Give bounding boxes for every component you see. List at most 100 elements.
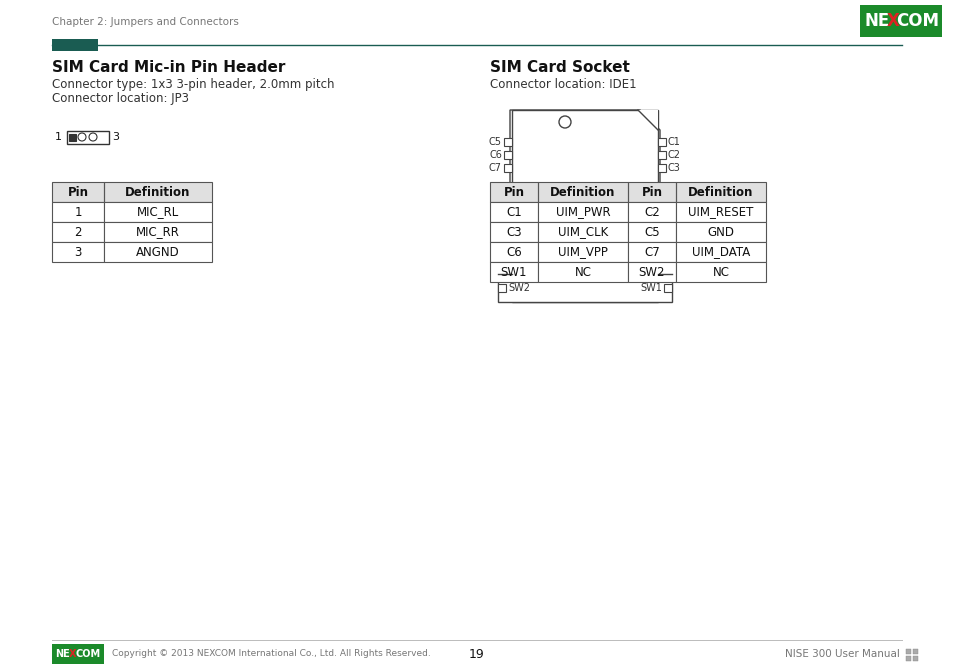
Bar <box>627 242 676 262</box>
Bar <box>627 222 676 242</box>
Bar <box>52 644 104 664</box>
Bar <box>627 262 676 282</box>
Text: C1: C1 <box>506 206 521 218</box>
Text: C2: C2 <box>667 150 680 160</box>
Text: COM: COM <box>76 649 101 659</box>
Text: NE: NE <box>864 12 889 30</box>
Text: GND: GND <box>707 226 734 239</box>
Text: UIM_CLK: UIM_CLK <box>558 226 607 239</box>
Text: Connector location: JP3: Connector location: JP3 <box>52 92 189 105</box>
Bar <box>497 274 671 302</box>
Text: Chapter 2: Jumpers and Connectors: Chapter 2: Jumpers and Connectors <box>52 17 238 27</box>
Bar <box>490 262 537 282</box>
Text: Connector location: IDE1: Connector location: IDE1 <box>490 78 636 91</box>
Bar <box>663 284 671 292</box>
Text: 1: 1 <box>55 132 62 142</box>
Bar <box>52 182 104 202</box>
Text: 19: 19 <box>469 648 484 661</box>
Bar <box>52 242 104 262</box>
Bar <box>537 242 627 262</box>
Text: C3: C3 <box>506 226 521 239</box>
Text: Pin: Pin <box>640 185 661 198</box>
Text: X: X <box>69 649 76 659</box>
Bar <box>104 182 212 202</box>
Bar <box>912 656 917 661</box>
Bar <box>52 202 104 222</box>
Text: Definition: Definition <box>688 185 753 198</box>
Text: 3: 3 <box>74 245 82 259</box>
Bar <box>104 242 212 262</box>
Bar <box>52 39 98 51</box>
Bar <box>676 242 765 262</box>
Text: C2: C2 <box>643 206 659 218</box>
Text: Pin: Pin <box>68 185 89 198</box>
Text: SW2: SW2 <box>507 283 530 293</box>
Text: UIM_VPP: UIM_VPP <box>558 245 607 259</box>
Text: MIC_RR: MIC_RR <box>136 226 180 239</box>
Text: SIM Card Mic-in Pin Header: SIM Card Mic-in Pin Header <box>52 60 285 75</box>
Text: Pin: Pin <box>503 185 524 198</box>
Polygon shape <box>638 110 658 130</box>
Text: Definition: Definition <box>550 185 615 198</box>
Bar <box>676 262 765 282</box>
Bar <box>490 182 765 202</box>
Text: Copyright © 2013 NEXCOM International Co., Ltd. All Rights Reserved.: Copyright © 2013 NEXCOM International Co… <box>112 650 431 659</box>
Bar <box>503 164 512 172</box>
Bar <box>905 649 910 654</box>
Text: SW1: SW1 <box>639 283 661 293</box>
Text: C1: C1 <box>667 137 680 147</box>
Text: NC: NC <box>574 265 591 278</box>
Text: C7: C7 <box>643 245 659 259</box>
Text: C5: C5 <box>643 226 659 239</box>
Bar <box>52 182 212 202</box>
Bar <box>67 130 109 144</box>
Circle shape <box>558 256 571 268</box>
Text: C3: C3 <box>667 163 680 173</box>
Bar <box>497 284 505 292</box>
Text: NISE 300 User Manual: NISE 300 User Manual <box>784 649 899 659</box>
Bar <box>69 134 76 140</box>
Bar <box>490 242 537 262</box>
Bar <box>912 649 917 654</box>
Text: Definition: Definition <box>125 185 191 198</box>
Text: NC: NC <box>712 265 729 278</box>
Bar <box>503 138 512 146</box>
Text: 3: 3 <box>112 132 119 142</box>
Bar <box>490 182 537 202</box>
Bar <box>627 182 676 202</box>
Text: UIM_PWR: UIM_PWR <box>555 206 610 218</box>
Circle shape <box>558 116 571 128</box>
Polygon shape <box>510 110 659 287</box>
Bar <box>537 202 627 222</box>
Text: Connector type: 1x3 3-pin header, 2.0mm pitch: Connector type: 1x3 3-pin header, 2.0mm … <box>52 78 335 91</box>
Bar <box>537 222 627 242</box>
Text: C6: C6 <box>489 150 501 160</box>
Bar <box>658 164 665 172</box>
Bar <box>104 222 212 242</box>
Text: SIM Card Socket: SIM Card Socket <box>490 60 629 75</box>
Bar <box>658 138 665 146</box>
Bar <box>658 151 665 159</box>
Bar <box>676 222 765 242</box>
Text: SW2: SW2 <box>639 265 664 278</box>
Bar <box>490 222 537 242</box>
Circle shape <box>78 133 86 141</box>
Bar <box>52 222 104 242</box>
Text: NE: NE <box>55 649 70 659</box>
Bar <box>104 202 212 222</box>
Text: ANGND: ANGND <box>136 245 180 259</box>
Text: UIM_DATA: UIM_DATA <box>691 245 749 259</box>
Bar <box>676 182 765 202</box>
Text: 1: 1 <box>74 206 82 218</box>
Text: COM: COM <box>895 12 938 30</box>
Bar <box>503 151 512 159</box>
Text: UIM_RESET: UIM_RESET <box>688 206 753 218</box>
Bar <box>905 656 910 661</box>
Bar <box>537 262 627 282</box>
Text: SW1: SW1 <box>500 265 527 278</box>
Text: C5: C5 <box>489 137 501 147</box>
Text: X: X <box>886 12 899 30</box>
Text: C6: C6 <box>506 245 521 259</box>
Text: MIC_RL: MIC_RL <box>136 206 179 218</box>
Text: 2: 2 <box>74 226 82 239</box>
